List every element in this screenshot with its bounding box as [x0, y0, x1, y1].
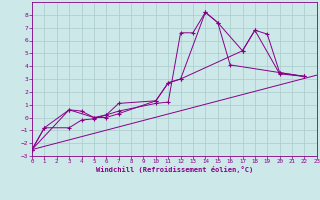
- X-axis label: Windchill (Refroidissement éolien,°C): Windchill (Refroidissement éolien,°C): [96, 166, 253, 173]
